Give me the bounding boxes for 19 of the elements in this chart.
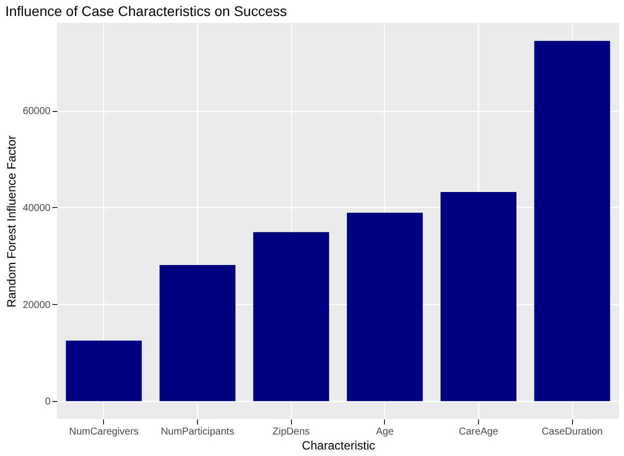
y-axis-title: Random Forest Influence Factor [4, 135, 19, 308]
bar [346, 212, 423, 402]
y-tick-label: 40000 [22, 202, 51, 214]
x-tick-label: NumParticipants [160, 426, 234, 438]
y-tick-label: 0 [44, 396, 51, 408]
x-tick-label: NumCaregivers [69, 426, 139, 438]
y-tick-label: 60000 [22, 106, 51, 118]
y-tick-label: 20000 [22, 300, 51, 311]
bar [253, 232, 330, 402]
x-tick-label: CaseDuration [542, 426, 603, 438]
x-tick-label: ZipDens [272, 426, 310, 438]
x-axis-title: Characteristic [302, 438, 376, 452]
bar [534, 40, 610, 402]
x-tick-label: Age [376, 426, 394, 438]
x-tick-label: CareAge [458, 426, 499, 438]
chart-title: Influence of Case Characteristics on Success [5, 3, 287, 19]
bar [440, 192, 516, 402]
bar [160, 265, 236, 402]
bar [66, 340, 142, 402]
